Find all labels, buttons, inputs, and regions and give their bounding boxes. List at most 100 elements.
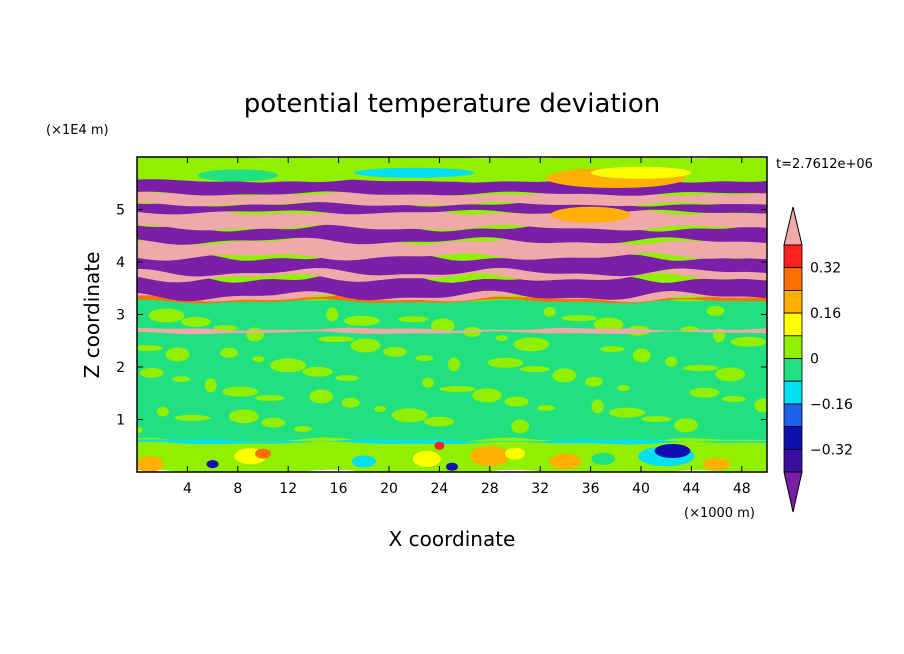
upper-patch [197, 169, 278, 182]
near-zero-patch [174, 414, 211, 421]
near-zero-patch [600, 346, 625, 353]
y-tick-label: 2 [116, 360, 125, 376]
near-zero-patch [309, 389, 334, 404]
near-zero-patch [343, 315, 380, 326]
colorbar-segment [783, 267, 803, 291]
colorbar-segment [783, 312, 803, 337]
near-zero-patch [561, 315, 598, 322]
near-zero-patch [487, 357, 524, 368]
near-zero-patch [673, 418, 698, 433]
colorbar-tick-label: −0.32 [810, 442, 853, 458]
boundary-layer-patch [654, 444, 691, 458]
boundary-layer-patch [591, 452, 616, 465]
upper-patch [591, 166, 691, 179]
near-zero-patch [632, 348, 651, 363]
near-zero-patch [180, 316, 211, 327]
x-tick-label: 16 [330, 481, 348, 497]
boundary-layer-band [137, 441, 767, 472]
near-zero-patch [139, 367, 164, 378]
near-zero-patch [172, 376, 191, 383]
x-tick-label: 24 [430, 481, 448, 497]
near-zero-patch [715, 367, 746, 382]
x-tick-label: 8 [233, 481, 242, 497]
near-zero-patch [552, 368, 577, 383]
near-zero-patch [317, 336, 354, 343]
near-zero-patch [326, 307, 339, 322]
near-zero-patch [543, 306, 556, 317]
near-zero-patch [350, 338, 381, 353]
near-zero-patch [398, 316, 429, 323]
upper-patch [354, 167, 475, 178]
near-zero-patch [504, 396, 529, 407]
near-zero-patch [439, 386, 476, 393]
near-zero-patch [513, 337, 550, 352]
x-tick-label: 44 [682, 481, 700, 497]
chart-title: potential temperature deviation [244, 89, 660, 119]
boundary-layer-patch [446, 462, 458, 471]
near-zero-patch [148, 308, 185, 323]
near-zero-patch [665, 356, 678, 367]
colorbar-tick-label: 0.32 [810, 261, 841, 277]
y-tick-label: 1 [116, 413, 125, 429]
near-zero-patch [495, 335, 508, 342]
colorbar-extend-high [783, 206, 803, 246]
upper-patch [550, 206, 631, 223]
colorbar-segment [783, 426, 803, 450]
colorbar-tick-label: −0.16 [810, 397, 853, 413]
contour-field [137, 157, 767, 472]
near-zero-patch [220, 347, 239, 358]
boundary-layer-patch [137, 456, 164, 472]
near-zero-patch [222, 386, 259, 397]
near-zero-patch [641, 415, 672, 422]
colorbar-segment [783, 335, 803, 359]
near-zero-patch [721, 396, 746, 403]
near-zero-patch [519, 366, 550, 373]
near-zero-patch [374, 406, 387, 412]
x-tick-label: 36 [582, 481, 600, 497]
y-tick-label: 3 [116, 308, 125, 324]
near-zero-patch [270, 358, 307, 373]
near-zero-patch [754, 398, 767, 413]
y-tick-label: 5 [116, 203, 125, 219]
near-zero-patch [204, 378, 217, 393]
near-zero-patch [245, 327, 264, 342]
near-zero-patch [584, 376, 603, 387]
layer-5-2-positive [137, 191, 767, 207]
near-zero-patch [511, 419, 530, 434]
y-axis-label: Z coordinate [80, 252, 104, 379]
x-unit-label: (×1000 m) [684, 506, 755, 521]
near-zero-patch [689, 387, 720, 398]
near-zero-patch [341, 397, 360, 408]
boundary-layer-patch [549, 453, 582, 470]
boundary-layer-patch [702, 458, 731, 471]
boundary-layer-patch [434, 441, 445, 450]
colorbar-segment [783, 403, 803, 427]
colorbar-segment [783, 289, 803, 314]
near-zero-patch [730, 336, 767, 347]
near-zero-patch [137, 345, 164, 352]
boundary-layer-patch [351, 455, 376, 468]
near-zero-patch [165, 347, 190, 362]
boundary-layer-patch [206, 460, 219, 469]
near-zero-patch [252, 356, 265, 363]
near-zero-patch [302, 366, 333, 377]
colorbar: −0.32 −0.16 0 0.16 0.32 [783, 206, 853, 513]
x-axis-label: X coordinate [389, 527, 516, 551]
x-tick-label: 40 [632, 481, 650, 497]
near-zero-patch [137, 427, 143, 433]
near-zero-patch [609, 407, 646, 418]
near-zero-patch [593, 317, 624, 332]
colorbar-tick-label: 0.16 [810, 306, 841, 322]
near-zero-patch [430, 318, 455, 333]
boundary-layer-top [137, 439, 767, 445]
near-zero-patch [472, 388, 503, 403]
near-zero-patch [228, 409, 259, 424]
near-zero-patch [422, 377, 435, 388]
x-axis: 4 8 12 16 20 24 28 32 36 40 44 48 [183, 157, 751, 497]
boundary-layer-patch [469, 446, 510, 467]
boundary-layer-patch [505, 447, 525, 460]
colorbar-segment [783, 358, 803, 382]
layer-4-0-negative [137, 252, 767, 277]
colorbar-extend-low [783, 471, 803, 513]
